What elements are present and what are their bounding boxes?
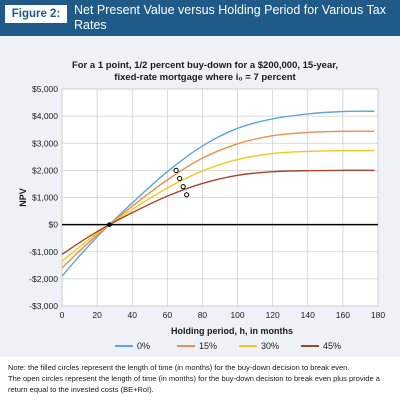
legend-label: 30% (261, 341, 280, 351)
be-roi-marker (173, 167, 179, 173)
y-tick-label: -$2,000 (29, 274, 58, 284)
be-roi-marker (177, 175, 183, 182)
series-line-30pct (61, 149, 375, 262)
series-line-45pct (61, 169, 375, 256)
legend-swatch (177, 345, 195, 347)
note-line-1: Note: the filled circles represent the l… (8, 363, 350, 372)
y-tick-label: $0 (49, 220, 59, 230)
x-tick-label: 60 (163, 310, 173, 320)
x-tick-label: 100 (230, 310, 244, 320)
x-tick-label: 0 (60, 310, 65, 320)
chart-subtitle-line-2: fixed-rate mortgage where i₀ = 7 percent (114, 72, 296, 83)
legend-swatch (239, 345, 257, 347)
be-roi-marker (184, 192, 190, 198)
legend-label: 0% (137, 341, 151, 351)
npv-line-chart: -$3,000 -$2,000 -$1,000 $0 $1,000 $2,000 $3,00… (18, 84, 385, 336)
legend-swatch (301, 345, 319, 347)
note-line-2: The open circles represent the length of… (8, 374, 380, 394)
series-line-0pct (61, 110, 375, 277)
chart-subtitle-line-1: For a 1 point, 1/2 percent buy-down for … (71, 60, 339, 71)
y-tick-label: -$1,000 (29, 247, 58, 257)
x-tick-label: 120 (266, 310, 280, 320)
be-roi-marker (180, 184, 186, 190)
y-axis-title: NPV (18, 188, 28, 207)
y-tick-label: $3,000 (32, 138, 58, 148)
x-tick-label: 80 (198, 310, 208, 320)
x-tick-label: 180 (371, 310, 385, 320)
figure-header: Figure 2: Net Present Value versus Holdi… (0, 0, 400, 36)
y-tick-label: $1,000 (32, 193, 58, 203)
x-axis-title: Holding period, h, in months (171, 326, 293, 336)
y-tick-label: $5,000 (32, 84, 58, 94)
legend-label: 15% (199, 341, 218, 351)
x-tick-label: 140 (301, 310, 315, 320)
y-tick-label: -$3,000 (29, 301, 58, 311)
legend-label: 45% (323, 341, 342, 351)
chart-subtitle: For a 1 point, 1/2 percent buy-down for … (40, 60, 370, 84)
figure-title: Net Present Value versus Holding Period … (74, 3, 386, 32)
series-line-15pct (61, 130, 375, 269)
x-tick-label: 40 (127, 310, 137, 320)
figure-note: Note: the filled circles represent the l… (8, 362, 396, 395)
legend-swatch (115, 345, 133, 347)
x-tick-label: 160 (336, 310, 350, 320)
x-tick-label: 20 (92, 310, 102, 320)
figure-label: Figure 2: (4, 4, 68, 24)
y-tick-label: $2,000 (32, 165, 58, 175)
chart-legend: 0% 15% 30% 45% (115, 340, 365, 352)
y-tick-label: $4,000 (32, 111, 58, 121)
break-even-marker (107, 222, 112, 227)
